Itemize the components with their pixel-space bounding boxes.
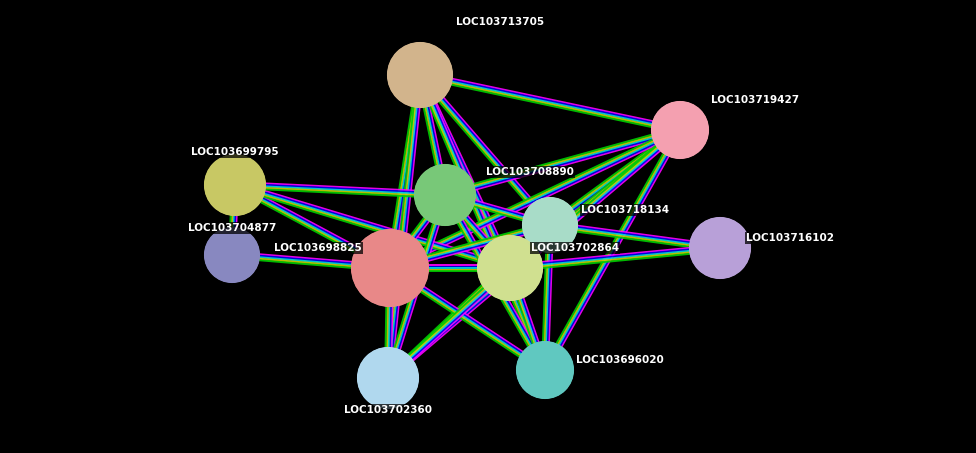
Text: LOC103713705: LOC103713705 [456,17,544,27]
Circle shape [415,165,475,225]
Text: LOC103716102: LOC103716102 [746,233,834,243]
Text: LOC103708890: LOC103708890 [486,167,574,177]
Circle shape [205,155,265,215]
Circle shape [517,342,573,398]
Text: LOC103719427: LOC103719427 [711,95,799,105]
Circle shape [690,218,750,278]
Circle shape [388,43,452,107]
Text: LOC103698825: LOC103698825 [274,243,362,253]
Circle shape [652,102,708,158]
Circle shape [352,230,428,306]
Circle shape [205,228,259,282]
Text: LOC103702360: LOC103702360 [344,405,432,415]
Text: LOC103704877: LOC103704877 [187,223,276,233]
Circle shape [478,236,542,300]
Text: LOC103718134: LOC103718134 [581,205,670,215]
Circle shape [358,348,418,408]
Text: LOC103699795: LOC103699795 [191,147,279,157]
Text: LOC103702864: LOC103702864 [531,243,619,253]
Circle shape [523,198,577,252]
Text: LOC103696020: LOC103696020 [576,355,664,365]
